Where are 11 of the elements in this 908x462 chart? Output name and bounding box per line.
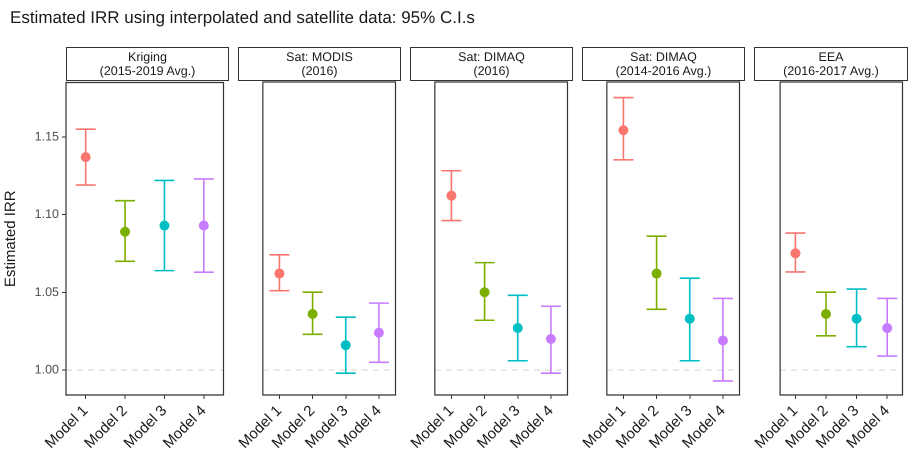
chart-subtitle: EEA (2016-2017 Avg.) — [754, 47, 908, 81]
y-tick-label: 1.10 — [34, 207, 60, 222]
chart-subtitle: Sat: MODIS (2016) — [238, 47, 401, 81]
chart-subtitle: Kriging (2015-2019 Avg.) — [66, 47, 229, 81]
y-axis-title: Estimated IRR — [2, 190, 20, 288]
chart-subtitle: Sat: DIMAQ (2014-2016 Avg.) — [582, 47, 745, 81]
y-tick-label: 1.15 — [34, 129, 60, 144]
y-tick-label: 1.05 — [34, 284, 60, 299]
chart-title: Estimated IRR using interpolated and satellite data: 95% C.I.s — [10, 8, 475, 28]
y-tick-label: 1.00 — [34, 362, 60, 377]
chart-subtitle: Sat: DIMAQ (2016) — [410, 47, 573, 81]
